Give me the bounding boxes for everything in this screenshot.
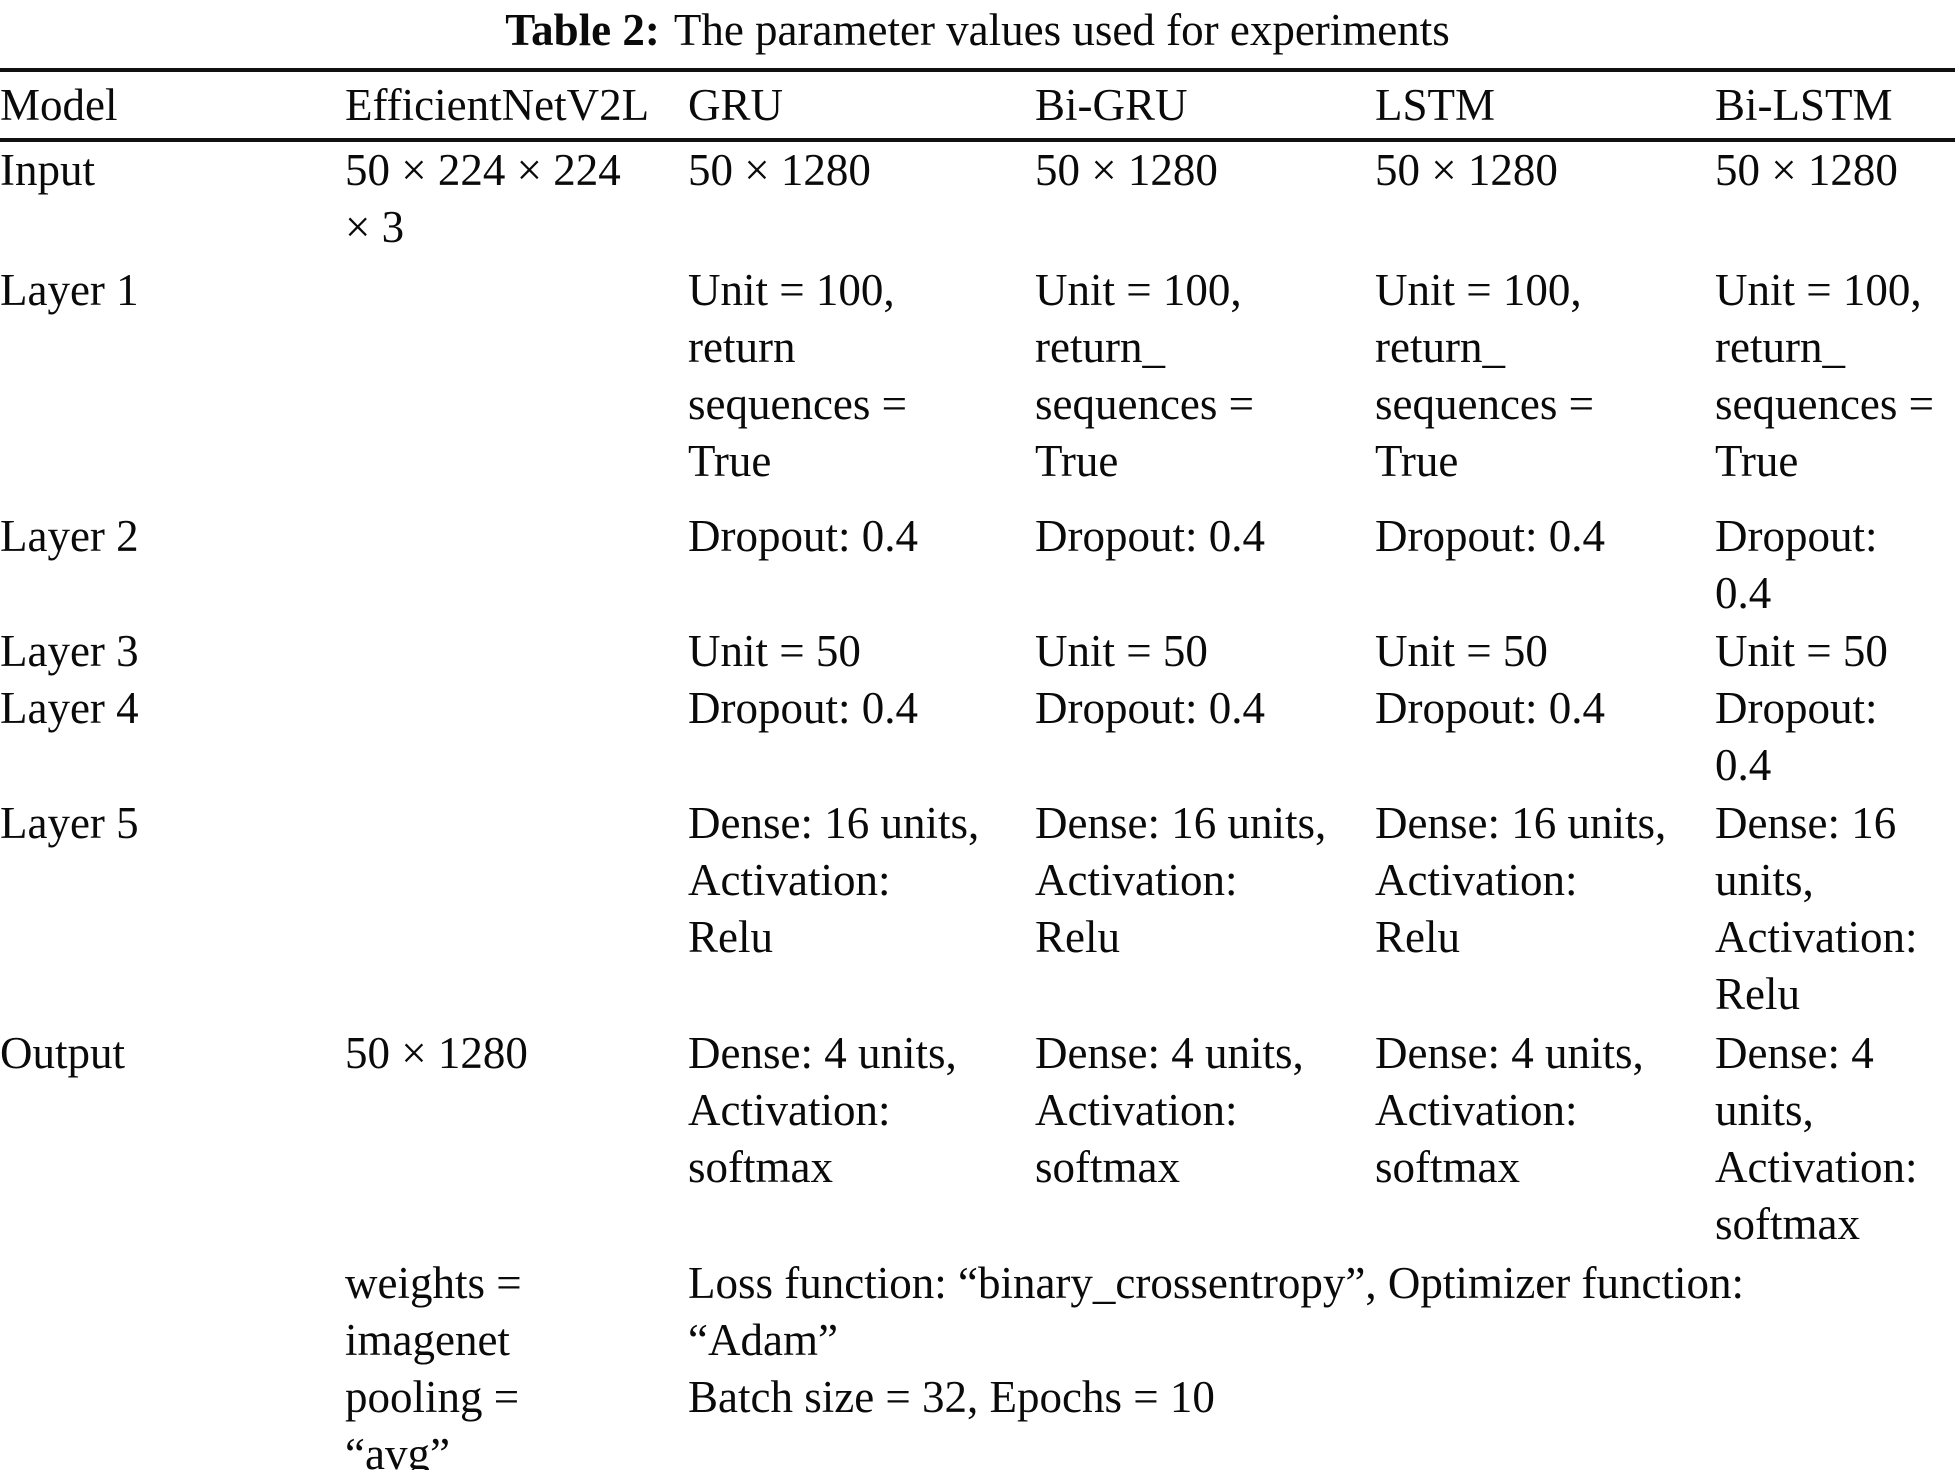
cell-layer5-bi-lstm: Dense: 16 units, Activation: Relu [1715, 798, 1918, 1019]
cell-input-bi-gru: 50 × 1280 [1035, 145, 1218, 195]
cell-layer4-gru: Dropout: 0.4 [688, 683, 918, 733]
cell-layer2-lstm: Dropout: 0.4 [1375, 511, 1605, 561]
col-header-model: Model [0, 70, 345, 142]
col-header-efficientnetv2l: EfficientNetV2L [345, 70, 688, 142]
table-row-training-settings: pooling = “avg” Batch size = 32, Epochs … [0, 1369, 1955, 1470]
table-row-layer-5: Layer 5 Dense: 16 units, Activation: Rel… [0, 795, 1955, 1025]
cell-layer3-bi-lstm: Unit = 50 [1715, 626, 1888, 676]
cell-layer4-bi-gru: Dropout: 0.4 [1035, 683, 1265, 733]
cell-layer4-efficientnetv2l [345, 680, 688, 795]
cell-layer2-bi-lstm: Dropout: 0.4 [1715, 511, 1878, 618]
cell-output-gru: Dense: 4 units, Activation: softmax [688, 1028, 957, 1192]
cell-layer1-efficientnetv2l [345, 262, 688, 508]
table-row-layer-2: Layer 2 Dropout: 0.4 Dropout: 0.4 Dropou… [0, 508, 1955, 623]
row-label-empty [0, 1369, 345, 1470]
col-header-bi-gru: Bi-GRU [1035, 70, 1375, 142]
cell-input-lstm: 50 × 1280 [1375, 145, 1558, 195]
cell-loss-optimizer: Loss function: “binary_crossentropy”, Op… [688, 1258, 1744, 1365]
cell-layer1-gru: Unit = 100, return sequences = True [688, 265, 908, 486]
table-caption-label: Table 2: [505, 5, 660, 55]
row-label-empty [0, 1255, 345, 1369]
cell-layer4-lstm: Dropout: 0.4 [1375, 683, 1605, 733]
table-row-layer-1: Layer 1 Unit = 100, return sequences = T… [0, 262, 1955, 508]
table-row-compile-settings: weights = imagenet Loss function: “binar… [0, 1255, 1955, 1369]
cell-pooling-avg: pooling = “avg” [345, 1372, 520, 1470]
table-row-layer-3: Layer 3 Unit = 50 Unit = 50 Unit = 50 Un… [0, 623, 1955, 680]
col-header-bi-lstm: Bi-LSTM [1715, 70, 1955, 142]
cell-weights-imagenet: weights = imagenet [345, 1258, 522, 1365]
cell-input-gru: 50 × 1280 [688, 145, 871, 195]
cell-input-bi-lstm: 50 × 1280 [1715, 145, 1898, 195]
col-header-lstm: LSTM [1375, 70, 1715, 142]
cell-layer2-efficientnetv2l [345, 508, 688, 623]
cell-layer3-lstm: Unit = 50 [1375, 626, 1548, 676]
row-label-output: Output [0, 1028, 126, 1078]
table-row-layer-4: Layer 4 Dropout: 0.4 Dropout: 0.4 Dropou… [0, 680, 1955, 795]
cell-input-efficientnetv2l: 50 × 224 × 224 × 3 [345, 145, 621, 252]
table-row-input: Input 50 × 224 × 224 × 3 50 × 1280 50 × … [0, 140, 1955, 262]
cell-layer5-lstm: Dense: 16 units, Activation: Relu [1375, 798, 1667, 962]
cell-layer3-efficientnetv2l [345, 623, 688, 680]
col-header-gru: GRU [688, 70, 1035, 142]
row-label-layer-2: Layer 2 [0, 511, 139, 561]
table-caption: Table 2: The parameter values used for ex… [0, 0, 1955, 68]
cell-layer5-bi-gru: Dense: 16 units, Activation: Relu [1035, 798, 1327, 962]
row-label-layer-5: Layer 5 [0, 798, 139, 848]
table-caption-text: The parameter values used for experiment… [673, 5, 1450, 55]
cell-layer2-gru: Dropout: 0.4 [688, 511, 918, 561]
table-row-output: Output 50 × 1280 Dense: 4 units, Activat… [0, 1025, 1955, 1255]
cell-output-lstm: Dense: 4 units, Activation: softmax [1375, 1028, 1644, 1192]
cell-layer3-bi-gru: Unit = 50 [1035, 626, 1208, 676]
cell-layer2-bi-gru: Dropout: 0.4 [1035, 511, 1265, 561]
parameters-table: Model EfficientNetV2L GRU Bi-GRU LSTM Bi… [0, 68, 1955, 1470]
cell-layer4-bi-lstm: Dropout: 0.4 [1715, 683, 1878, 790]
cell-output-bi-lstm: Dense: 4 units, Activation: softmax [1715, 1028, 1918, 1249]
row-label-layer-4: Layer 4 [0, 683, 139, 733]
cell-layer1-bi-gru: Unit = 100, return_ sequences = True [1035, 265, 1255, 486]
cell-output-bi-gru: Dense: 4 units, Activation: softmax [1035, 1028, 1304, 1192]
row-label-layer-3: Layer 3 [0, 626, 139, 676]
row-label-layer-1: Layer 1 [0, 265, 139, 315]
cell-batch-epochs: Batch size = 32, Epochs = 10 [688, 1372, 1215, 1422]
cell-layer5-efficientnetv2l [345, 795, 688, 1025]
cell-layer1-lstm: Unit = 100, return_ sequences = True [1375, 265, 1595, 486]
header-row: Model EfficientNetV2L GRU Bi-GRU LSTM Bi… [0, 70, 1955, 142]
cell-layer5-gru: Dense: 16 units, Activation: Relu [688, 798, 980, 962]
cell-layer3-gru: Unit = 50 [688, 626, 861, 676]
cell-layer1-bi-lstm: Unit = 100, return_ sequences = True [1715, 265, 1935, 486]
cell-output-efficientnetv2l: 50 × 1280 [345, 1028, 528, 1078]
row-label-input: Input [0, 145, 95, 195]
